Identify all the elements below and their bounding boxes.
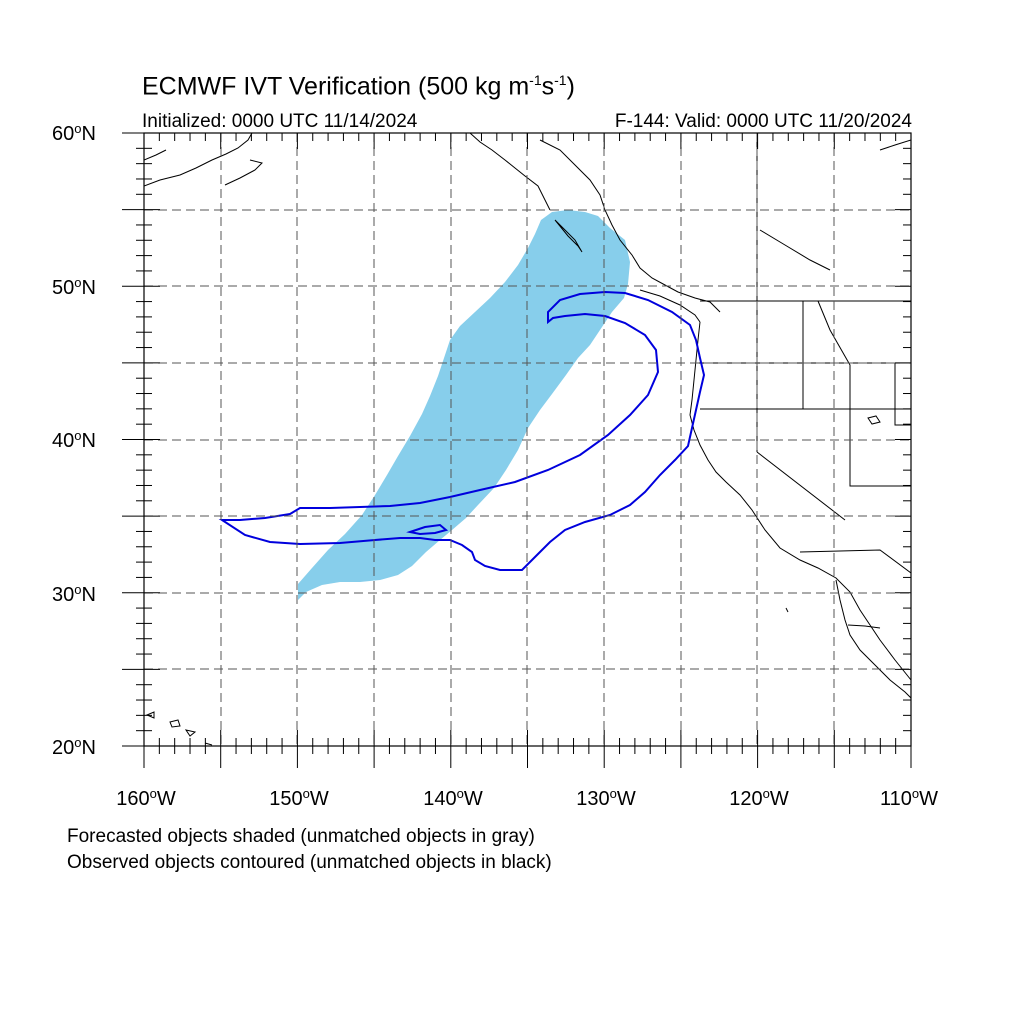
lon-label-140: 140oW — [423, 786, 483, 810]
observed-legend-note: Observed objects contoured (unmatched ob… — [67, 852, 552, 873]
lon-label-150: 150oW — [269, 786, 329, 810]
lon-label-110: 110oW — [879, 786, 939, 810]
lon-label-120: 120oW — [729, 786, 789, 810]
lat-label-40: 40oN — [52, 428, 96, 452]
graticule — [144, 133, 911, 746]
forecast-ivt-object — [298, 210, 630, 600]
tick-marks — [122, 132, 912, 768]
lat-label-30: 30oN — [52, 582, 96, 606]
lat-label-60: 60oN — [52, 121, 96, 145]
observed-ivt-contour — [218, 290, 706, 571]
init-time-label: Initialized: 0000 UTC 11/14/2024 — [142, 111, 418, 132]
forecast-legend-note: Forecasted objects shaded (unmatched obj… — [67, 826, 535, 847]
valid-time-label: F-144: Valid: 0000 UTC 11/20/2024 — [614, 111, 912, 132]
lat-label-20: 20oN — [52, 735, 96, 759]
observed-ivt-contour-inner — [406, 523, 449, 536]
lon-label-130: 130oW — [576, 786, 636, 810]
lat-label-50: 50oN — [52, 275, 96, 299]
map-title: ECMWF IVT Verification (500 kg m-1s-1) — [142, 72, 575, 101]
lon-label-160: 160oW — [116, 786, 176, 810]
